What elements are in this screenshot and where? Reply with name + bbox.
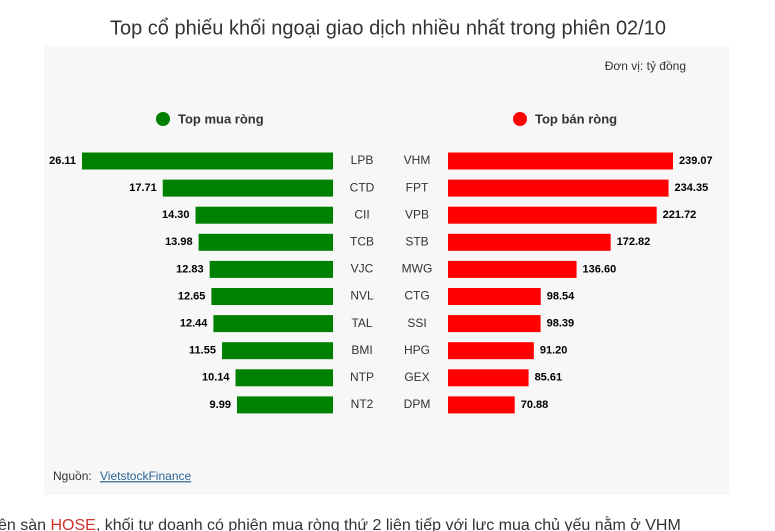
- footer-text: ên sàn HOSE, khối tự doanh có phiên mua …: [0, 515, 681, 531]
- legend-marker: [156, 112, 170, 126]
- bar: [209, 260, 333, 278]
- category-label: SSI: [407, 316, 426, 330]
- legend-label: Top mua ròng: [178, 111, 264, 126]
- bar: [448, 369, 529, 387]
- value-label: 14.30: [162, 209, 190, 221]
- bar: [213, 315, 333, 333]
- value-label: 172.82: [617, 236, 651, 248]
- category-label: TAL: [351, 316, 372, 330]
- bar: [82, 152, 333, 170]
- bar: [448, 233, 611, 251]
- category-label: STB: [405, 234, 428, 248]
- bar: [448, 206, 657, 224]
- category-label: LPB: [351, 153, 374, 167]
- category-label: VHM: [404, 153, 431, 167]
- bar: [162, 179, 333, 197]
- category-label: NVL: [350, 289, 374, 303]
- bar: [198, 233, 333, 251]
- value-label: 98.54: [547, 290, 575, 302]
- value-label: 12.83: [176, 263, 204, 275]
- legend-marker: [513, 112, 527, 126]
- source-link-text[interactable]: VietstockFinance: [100, 469, 191, 483]
- bar: [448, 342, 534, 360]
- category-label: VJC: [351, 262, 374, 276]
- bar: [211, 288, 333, 305]
- bar: [448, 260, 577, 278]
- bar: [236, 396, 333, 414]
- bar: [448, 152, 673, 170]
- panel: [44, 46, 729, 495]
- bar: [195, 206, 333, 224]
- value-label: 10.14: [202, 372, 230, 384]
- bar: [448, 315, 541, 333]
- category-label: GEX: [404, 370, 429, 384]
- footer-part: , khối tự doanh có phiên mua ròng thứ 2 …: [96, 515, 681, 531]
- bar: [235, 369, 333, 387]
- value-label: 98.39: [547, 318, 575, 330]
- value-label: 9.99: [210, 399, 231, 411]
- source-label: Nguồn:: [53, 469, 92, 483]
- category-label: VPB: [405, 207, 429, 221]
- value-label: 234.35: [675, 182, 709, 194]
- value-label: 17.71: [129, 182, 157, 194]
- unit-note: Đơn vị: tỷ đồng: [605, 59, 686, 73]
- footer-part: ên sàn: [0, 517, 50, 531]
- value-label: 12.44: [180, 318, 208, 330]
- bar: [448, 179, 669, 197]
- category-label: CTD: [350, 180, 375, 194]
- category-label: BMI: [351, 343, 372, 357]
- footer-link: HOSE: [50, 517, 95, 531]
- value-label: 239.07: [679, 155, 713, 167]
- category-label: DPM: [404, 397, 431, 411]
- value-label: 12.65: [178, 290, 206, 302]
- category-label: FPT: [406, 180, 429, 194]
- value-label: 91.20: [540, 345, 568, 357]
- bar: [221, 342, 333, 360]
- category-label: NTP: [350, 370, 374, 384]
- value-label: 221.72: [663, 209, 697, 221]
- bar: [448, 396, 515, 414]
- category-label: TCB: [350, 234, 374, 248]
- category-label: HPG: [404, 343, 430, 357]
- value-label: 11.55: [189, 345, 216, 357]
- bar: [448, 288, 541, 305]
- chart-title: Top cổ phiếu khối ngoại giao dịch nhiều …: [110, 17, 666, 39]
- source-link[interactable]: VietstockFinance: [100, 469, 191, 483]
- value-label: 26.11: [49, 155, 76, 167]
- category-label: NT2: [351, 397, 374, 411]
- value-label: 70.88: [521, 399, 549, 411]
- category-label: CII: [354, 207, 369, 221]
- value-label: 13.98: [165, 236, 193, 248]
- category-label: CTG: [404, 289, 429, 303]
- category-label: MWG: [402, 262, 433, 276]
- legend-label: Top bán ròng: [535, 111, 617, 126]
- value-label: 136.60: [583, 263, 617, 275]
- value-label: 85.61: [535, 372, 563, 384]
